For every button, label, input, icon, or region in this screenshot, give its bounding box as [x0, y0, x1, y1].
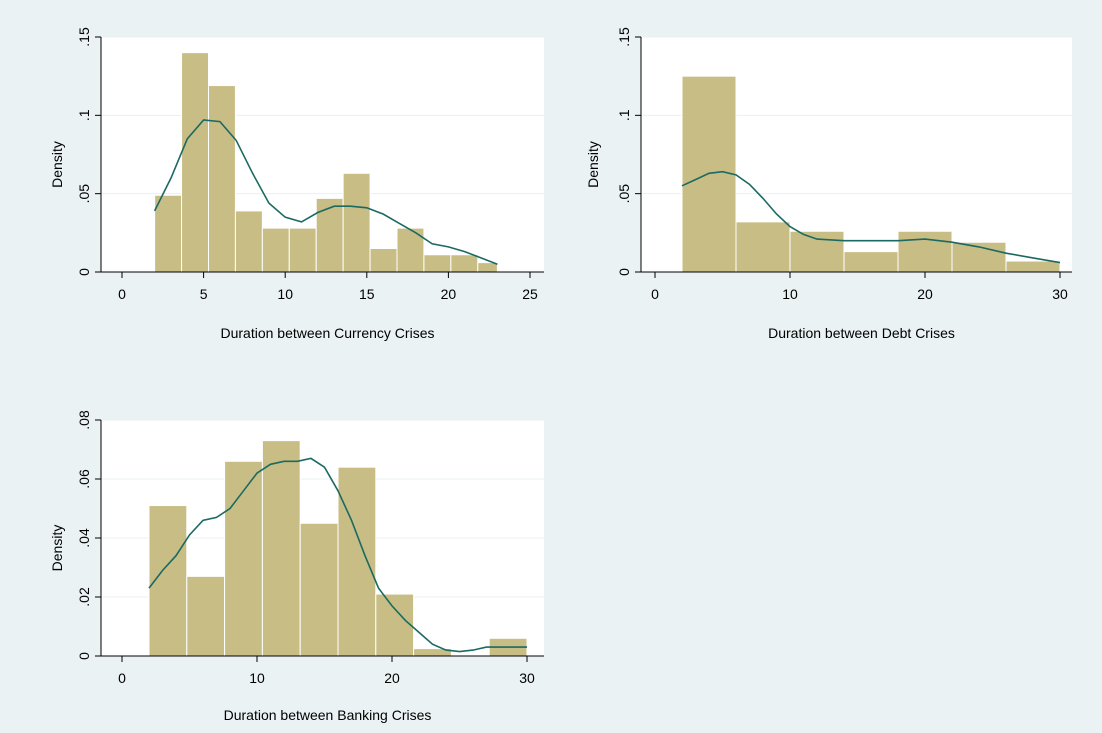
- y-tick-label: .06: [76, 469, 92, 489]
- y-tick-label: .04: [76, 528, 92, 548]
- y-tick-label: 0: [616, 268, 632, 276]
- histogram-bar: [450, 254, 479, 273]
- histogram-bar: [843, 251, 899, 273]
- x-tick-label: 20: [917, 286, 933, 302]
- histogram-bar: [186, 575, 226, 657]
- x-tick-label: 10: [782, 286, 798, 302]
- y-tick-label: .08: [76, 410, 92, 430]
- y-axis-title: Density: [585, 141, 601, 188]
- histogram-bar: [181, 52, 209, 273]
- y-tick-label: .05: [616, 184, 632, 204]
- y-tick-label: .15: [616, 27, 632, 47]
- histogram-bar: [789, 230, 845, 273]
- histogram-bar: [337, 466, 377, 657]
- histogram-bar: [477, 262, 498, 273]
- x-tick-label: 20: [441, 286, 457, 302]
- x-tick-label: 5: [200, 286, 208, 302]
- x-tick-label: 10: [249, 670, 265, 686]
- y-tick-label: .05: [76, 184, 92, 204]
- y-tick-label: .1: [76, 109, 92, 121]
- y-tick-label: .02: [76, 587, 92, 607]
- histogram-bar: [423, 254, 452, 273]
- histogram-bar: [234, 210, 263, 273]
- chart-panel-debt: 0 .05 .1 .15 0 10 20 30 Density Duration between …: [585, 27, 1072, 341]
- x-axis-title: Duration between Banking Crises: [224, 707, 432, 723]
- chart-panels: 0 .05 .1 .15 0 5 10 15 20 25 Density Duration betwe…: [49, 27, 1072, 723]
- histogram-bar: [261, 227, 290, 273]
- histogram-bar: [1005, 260, 1061, 273]
- y-axis-title: Density: [49, 141, 65, 188]
- x-tick-label: 10: [277, 286, 293, 302]
- y-tick-label: .1: [616, 109, 632, 121]
- x-tick-label: 0: [118, 286, 126, 302]
- histogram-bar: [261, 440, 301, 657]
- density-curve: [153, 119, 498, 265]
- x-tick-label: 25: [522, 286, 538, 302]
- y-tick-label: .15: [76, 27, 92, 47]
- density-curve: [148, 457, 527, 653]
- histogram-bar: [315, 197, 344, 273]
- x-tick-label: 0: [118, 670, 126, 686]
- histogram-bar: [375, 593, 415, 657]
- x-tick-label: 0: [651, 286, 659, 302]
- density-curve: [681, 170, 1061, 264]
- histogram-bar: [735, 221, 791, 273]
- histogram-bar: [369, 248, 398, 273]
- x-tick-label: 15: [359, 286, 375, 302]
- y-tick-label: 0: [76, 652, 92, 660]
- histogram-bar: [154, 194, 183, 273]
- x-axis-title: Duration between Currency Crises: [221, 325, 435, 341]
- histogram-bar: [342, 172, 371, 273]
- histogram-bar: [897, 230, 953, 273]
- histogram-bar: [288, 227, 317, 273]
- x-axis-title: Duration between Debt Crises: [768, 325, 955, 341]
- chart-panel-currency: 0 .05 .1 .15 0 5 10 15 20 25 Density Duration betwe…: [49, 27, 544, 341]
- histogram-bar: [299, 522, 339, 657]
- y-tick-label: 0: [76, 268, 92, 276]
- chart-panel-banking: 0 .02 .04 .06 .08 0 10 20 30 Density Duration betw…: [49, 410, 544, 723]
- x-tick-label: 30: [519, 670, 535, 686]
- histogram-bar: [207, 85, 236, 273]
- x-tick-label: 20: [384, 670, 400, 686]
- x-tick-label: 30: [1052, 286, 1068, 302]
- y-axis-title: Density: [49, 525, 65, 572]
